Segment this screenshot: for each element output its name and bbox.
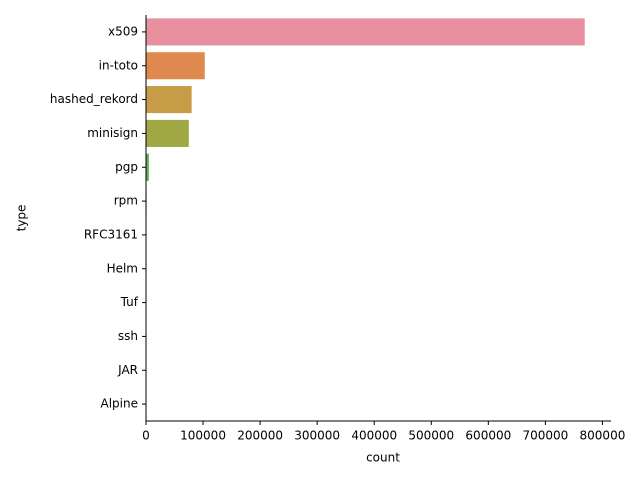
x-tick-label: 800000	[580, 429, 626, 443]
y-tick-label: JAR	[117, 363, 138, 377]
x-tick-label: 100000	[180, 429, 226, 443]
x-tick-label: 200000	[237, 429, 283, 443]
x-axis-label: count	[366, 451, 400, 465]
x-tick-label: 700000	[522, 429, 568, 443]
x-tick-label: 300000	[294, 429, 340, 443]
x-tick-label: 0	[142, 429, 150, 443]
y-tick-label: Alpine	[101, 397, 138, 411]
y-tick-label: hashed_rekord	[50, 92, 138, 106]
y-tick-label: in-toto	[99, 58, 138, 72]
y-tick-label: RFC3161	[84, 227, 138, 241]
bar	[146, 18, 585, 46]
y-tick-label: rpm	[114, 194, 138, 208]
bar	[146, 86, 192, 114]
bar	[146, 52, 205, 80]
y-tick-label: minisign	[87, 126, 138, 140]
y-tick-label: pgp	[115, 160, 138, 174]
x-tick-label: 600000	[465, 429, 511, 443]
y-tick-label: x509	[108, 24, 138, 38]
y-tick-label: ssh	[118, 329, 138, 343]
y-tick-label: Helm	[107, 261, 138, 275]
y-axis-label: type	[15, 205, 29, 232]
y-tick-label: Tuf	[120, 295, 139, 309]
bar	[146, 153, 149, 181]
x-tick-label: 400000	[351, 429, 397, 443]
bar	[146, 119, 189, 147]
x-tick-label: 500000	[408, 429, 454, 443]
